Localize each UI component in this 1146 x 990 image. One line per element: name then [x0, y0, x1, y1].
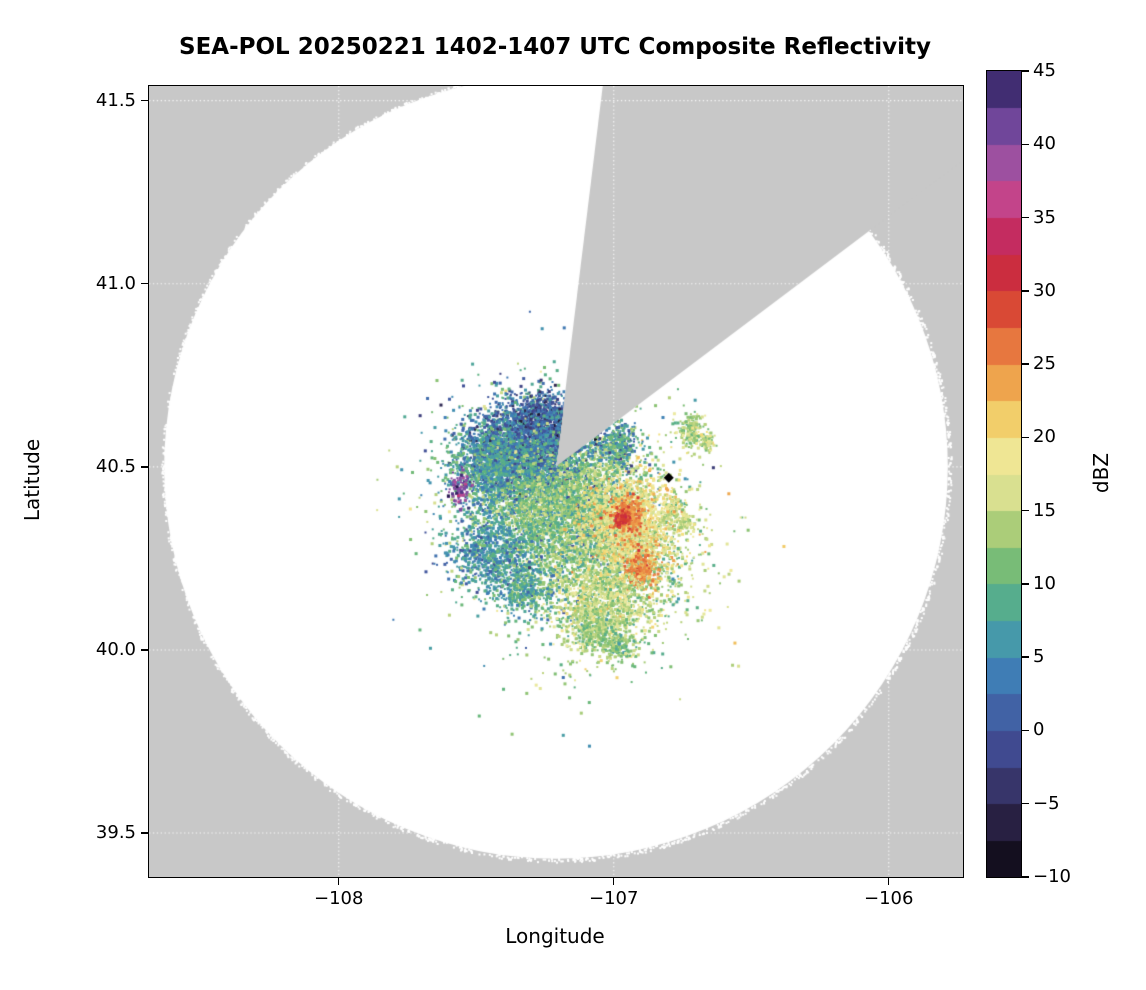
colorbar-tick-label: −5 [1033, 792, 1060, 814]
figure-title: SEA-POL 20250221 1402-1407 UTC Composite… [179, 34, 931, 60]
colorbar-tick [1022, 656, 1029, 658]
colorbar-tick-label: 30 [1033, 279, 1056, 301]
colorbar-tick [1022, 876, 1029, 878]
y-axis-tick-label: 40.5 [95, 455, 136, 477]
colorbar-canvas [987, 71, 1021, 877]
colorbar-tick-label: 35 [1033, 206, 1056, 228]
x-axis-tick [888, 878, 890, 885]
colorbar-label: dBZ [1089, 452, 1113, 494]
y-axis-tick-label: 41.0 [95, 272, 136, 294]
colorbar-tick [1022, 70, 1029, 72]
x-axis-label: Longitude [505, 924, 605, 948]
y-axis-tick [141, 99, 148, 102]
y-axis-label: Latitude [20, 438, 44, 522]
y-axis-tick [141, 832, 148, 834]
x-axis-tick [613, 878, 615, 885]
colorbar-tick-label: 15 [1033, 499, 1056, 521]
colorbar-tick [1022, 216, 1029, 219]
colorbar-tick-label: 0 [1033, 719, 1045, 741]
plot-area [148, 85, 964, 878]
colorbar-tick-label: −10 [1033, 866, 1071, 887]
colorbar-tick [1022, 143, 1029, 145]
y-axis-tick [141, 466, 148, 468]
x-axis-tick-label: −106 [864, 888, 914, 909]
colorbar-tick [1022, 436, 1029, 439]
y-axis-tick-label: 41.5 [95, 89, 136, 111]
colorbar-tick [1022, 803, 1029, 805]
colorbar-tick-label: 10 [1033, 572, 1056, 594]
colorbar-tick [1022, 583, 1029, 585]
colorbar-tick-label: 20 [1033, 426, 1056, 448]
reflectivity-canvas [149, 86, 963, 877]
x-axis-tick-label: −107 [589, 888, 639, 909]
colorbar-tick-label: 40 [1033, 133, 1056, 155]
colorbar [986, 70, 1022, 878]
colorbar-tick [1022, 729, 1029, 732]
x-axis-tick [338, 878, 340, 885]
y-axis-tick [141, 283, 148, 285]
y-axis-tick-label: 40.0 [95, 638, 136, 660]
colorbar-tick-label: 25 [1033, 353, 1056, 375]
colorbar-tick [1022, 509, 1029, 512]
colorbar-tick [1022, 290, 1029, 292]
colorbar-tick-label: 5 [1033, 646, 1045, 668]
x-axis-tick-label: −108 [314, 888, 364, 909]
colorbar-tick [1022, 363, 1029, 365]
colorbar-tick-label: 45 [1033, 60, 1056, 81]
y-axis-tick-label: 39.5 [95, 822, 136, 844]
y-axis-tick [141, 649, 148, 651]
